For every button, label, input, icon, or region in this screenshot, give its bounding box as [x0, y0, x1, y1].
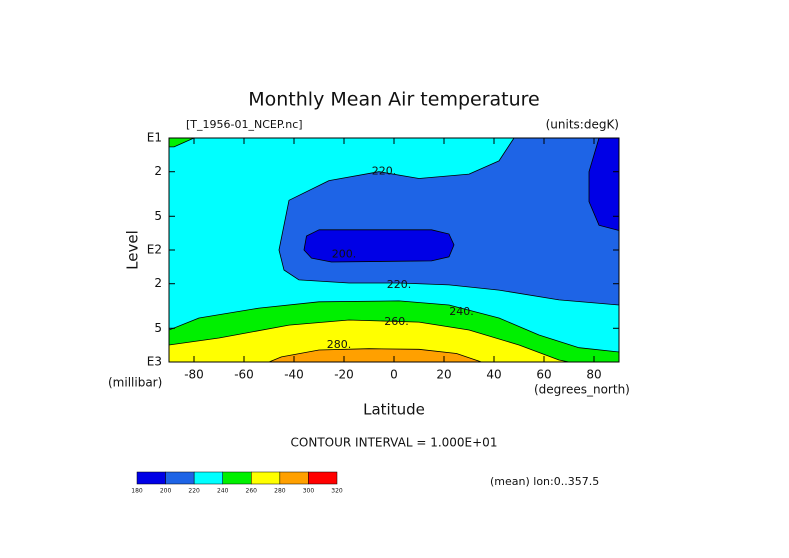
x-tick-label: 0	[390, 368, 398, 382]
file-label: [T_1956-01_NCEP.nc]	[186, 118, 303, 131]
colorbar-label: 260	[246, 488, 258, 495]
x-tick-label: 20	[436, 368, 451, 382]
contour-region	[169, 319, 570, 362]
contour-region	[303, 229, 455, 263]
colorbar-band	[279, 471, 309, 485]
colorbar-band	[251, 471, 281, 485]
y-tick-label: 2	[154, 164, 162, 178]
colorbar-band	[136, 471, 166, 485]
y-tick-label: E1	[147, 131, 162, 145]
units-label: (units:degK)	[546, 118, 619, 132]
contour-region	[268, 348, 482, 362]
contour-label: 260.	[384, 315, 409, 328]
x-tick-label: -80	[184, 368, 204, 382]
colorbar-label: 280	[274, 488, 286, 495]
y-tick-label: 2	[154, 276, 162, 290]
contour-region	[278, 138, 619, 306]
x-tick-label: 80	[586, 368, 601, 382]
x-units: (degrees_north)	[534, 383, 630, 397]
colorbar-band	[193, 471, 223, 485]
colorbar-label: 220	[188, 488, 200, 495]
x-tick-label: 40	[486, 368, 501, 382]
contour-label: 220.	[387, 278, 412, 291]
y-tick-label: 5	[154, 321, 162, 335]
y-tick-label: E3	[147, 355, 162, 369]
colorbar-label: 320	[331, 488, 343, 495]
contour-label: 220.	[372, 165, 397, 178]
y-tick-label: 5	[154, 209, 162, 223]
colorbar-label: 240	[217, 488, 229, 495]
colorbar-band	[308, 471, 338, 485]
contour-label: 240.	[449, 305, 474, 318]
y-units: (millibar)	[108, 376, 162, 390]
chart-title: Monthly Mean Air temperature	[248, 89, 539, 111]
colorbar-label: 200	[160, 488, 172, 495]
mean-label: (mean) lon:0..357.5	[490, 475, 599, 488]
colorbar-label: 300	[303, 488, 315, 495]
x-tick-label: 60	[536, 368, 551, 382]
contour-label: 280.	[327, 338, 352, 351]
contour-label: 200.	[332, 248, 357, 261]
x-axis-label: Latitude	[363, 401, 425, 419]
y-axis-label: Level	[124, 230, 142, 270]
contour-region	[169, 138, 195, 148]
colorbar-band	[222, 471, 252, 485]
y-tick-label: E2	[147, 243, 162, 257]
contour-interval: CONTOUR INTERVAL = 1.000E+01	[291, 436, 498, 450]
x-tick-label: -20	[334, 368, 354, 382]
colorbar-label: 180	[131, 488, 143, 495]
plot-area: 220. 200. 220. 240. 260. 280.	[169, 138, 619, 362]
x-tick-label: -60	[234, 368, 254, 382]
x-tick-label: -40	[284, 368, 304, 382]
colorbar-band	[165, 471, 195, 485]
contour-region	[588, 138, 619, 231]
